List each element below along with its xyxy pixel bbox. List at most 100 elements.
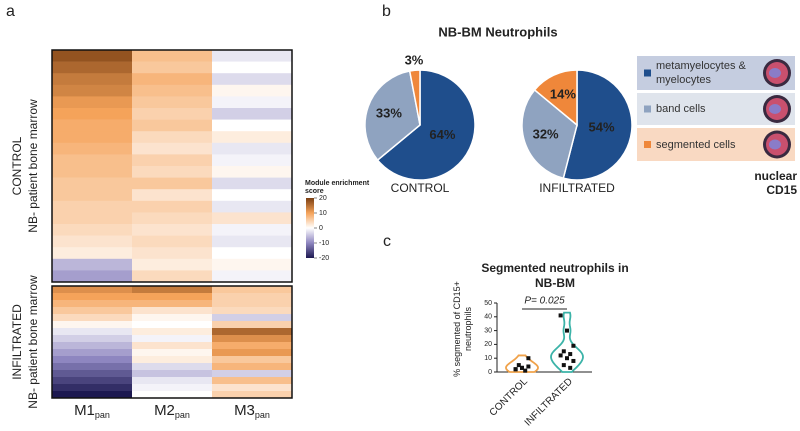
heat-cell [132, 300, 213, 308]
data-point [571, 343, 576, 348]
row-group-sublabel: NB- patient bone marrow [26, 275, 40, 409]
heat-cell [52, 189, 133, 202]
heat-cell [132, 154, 213, 167]
heat-cell [212, 258, 293, 271]
heat-cell [132, 370, 213, 378]
heat-cell [52, 335, 133, 343]
pie-value-label: 3% [405, 53, 424, 68]
data-point [561, 363, 566, 368]
row-group-label: INFILTRATED [10, 304, 24, 380]
heat-cell [132, 342, 213, 350]
heat-cell [132, 363, 213, 371]
heat-frame [51, 285, 293, 399]
pie-value-label: 54% [589, 120, 615, 135]
pie-slice [533, 69, 578, 127]
heat-cell [132, 307, 213, 315]
heat-cell [212, 328, 293, 336]
heat-cell [52, 61, 133, 74]
pie-value-label: 64% [429, 127, 455, 142]
heat-cell [132, 189, 213, 202]
heat-cell [212, 293, 293, 301]
heat-cell [212, 377, 293, 385]
heat-cell [132, 247, 213, 260]
legend-label: metamyelocytes & myelocytes [656, 60, 746, 86]
heat-cell [132, 119, 213, 132]
column-label-sub: pan [175, 410, 190, 420]
heat-cell [132, 335, 213, 343]
heat-cell [212, 84, 293, 97]
heat-cell [132, 321, 213, 329]
legend-swatch [644, 105, 651, 113]
x-tick-label: CONTROL [488, 376, 531, 419]
legend-swatch [644, 141, 651, 148]
heat-cell [212, 131, 293, 144]
column-label: M3pan [234, 402, 270, 420]
x-tick-label: INFILTRATED [523, 376, 575, 428]
heat-cell [132, 286, 213, 294]
heat-cell [52, 200, 133, 213]
heat-cell [52, 356, 133, 364]
data-point [526, 364, 531, 369]
pie-label: INFILTRATED [539, 181, 615, 195]
heat-cell [132, 142, 213, 155]
violin [550, 311, 584, 373]
column-label: M2pan [154, 402, 190, 420]
heat-cell [212, 321, 293, 329]
heat-cell [132, 108, 213, 120]
heat-cell [52, 307, 133, 315]
heat-cell [52, 363, 133, 371]
heat-cell [212, 335, 293, 343]
heat-cell [132, 50, 213, 62]
pie-value-label: 14% [550, 87, 576, 102]
heat-cell [212, 356, 293, 364]
data-point [523, 368, 528, 373]
heat-cell [132, 384, 213, 392]
pie-slice [562, 69, 633, 181]
heat-cell [212, 363, 293, 371]
heat-cell [132, 131, 213, 144]
pie-slice [408, 69, 421, 126]
heat-cell [212, 247, 293, 260]
pie-label: CONTROL [391, 181, 450, 195]
cell-nucleus [769, 68, 781, 78]
heat-cell [212, 142, 293, 155]
heat-cell [212, 50, 293, 62]
heat-cell [132, 73, 213, 86]
data-point [565, 356, 569, 361]
stain-label: nuclear [754, 169, 797, 183]
heat-cell [52, 212, 133, 225]
data-point [526, 356, 531, 361]
heat-cell [212, 61, 293, 74]
data-point [513, 367, 518, 372]
heat-cell [132, 377, 213, 385]
heat-cell [52, 224, 133, 236]
heat-cell [212, 286, 293, 294]
heat-cell [212, 189, 293, 202]
heat-cell [212, 73, 293, 86]
legend-label: segmented cells [656, 138, 736, 151]
heat-cell [52, 166, 133, 178]
heat-cell [52, 142, 133, 155]
y-tick-label: 10 [484, 355, 492, 362]
heat-cell [52, 300, 133, 308]
data-point [520, 365, 524, 370]
heat-cell [52, 370, 133, 378]
data-point [516, 363, 521, 368]
heat-cell [212, 384, 293, 392]
heat-cell [132, 314, 213, 322]
heat-cell [52, 342, 133, 350]
cell-nucleus [769, 139, 781, 150]
heat-cell [52, 349, 133, 357]
heat-cell [132, 391, 213, 399]
data-point [565, 328, 569, 333]
heat-cell [132, 293, 213, 301]
colorbar-tick-label: 10 [319, 210, 327, 217]
heat-cell [212, 270, 293, 283]
panel-label: a [6, 3, 15, 20]
heat-cell [52, 391, 133, 399]
column-label-main: M3 [234, 402, 255, 419]
heat-cell [212, 154, 293, 167]
heat-cell [212, 166, 293, 178]
stain-label: CD15 [766, 183, 797, 197]
